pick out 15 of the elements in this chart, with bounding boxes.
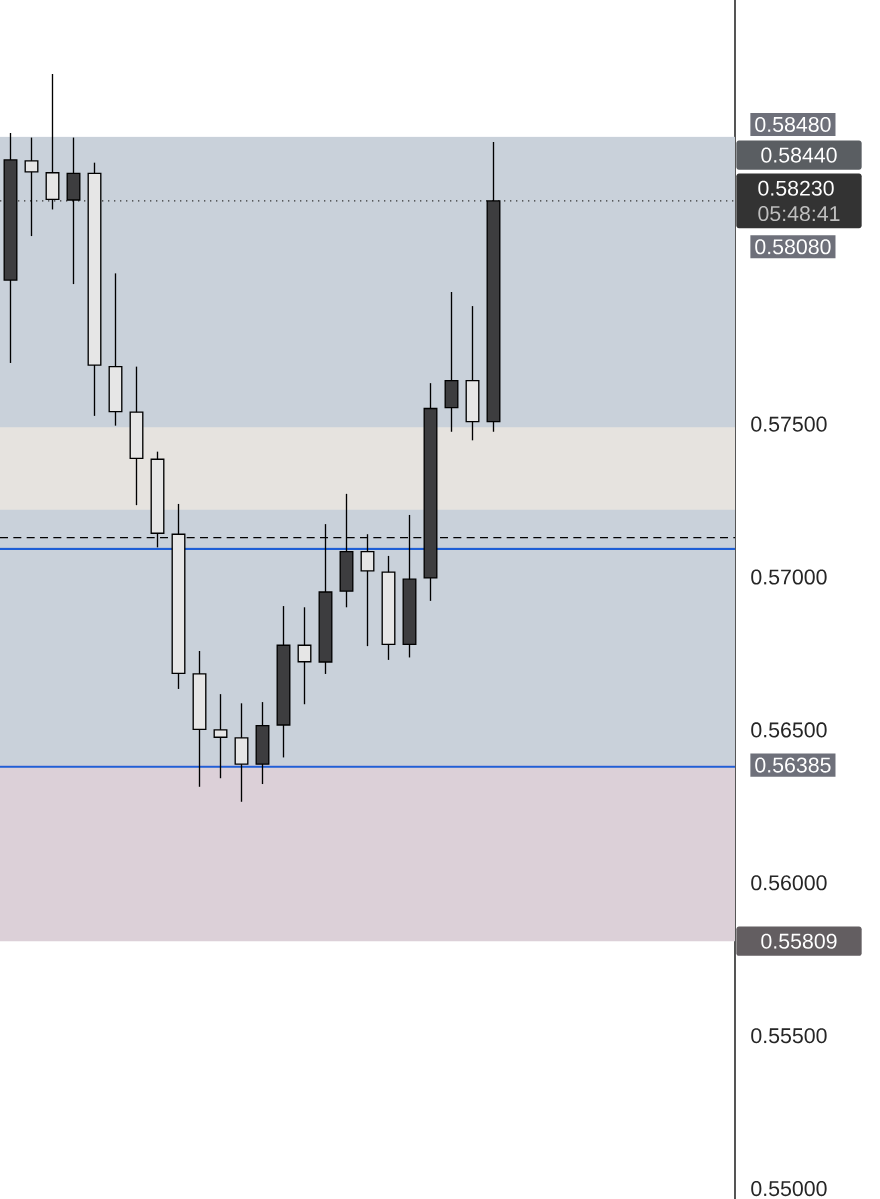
y-tick-label: 0.56000 [751,875,827,891]
y-tick-label: 0.56385 [755,757,831,773]
text: 05:48:41 [758,206,840,222]
candlestick [24,136,39,237]
band-label: 0.58440 [761,147,837,163]
y-tick-label: 0.55000 [751,1181,827,1197]
y-tick-label: 0.55500 [751,1028,827,1044]
y-tick-label: 0.58080 [755,239,831,255]
ref-line-label: 0.58230 [758,180,834,196]
y-tick-label: 0.57000 [751,569,827,585]
candlestick [213,693,228,779]
y-tick-label: 0.56500 [751,722,827,738]
y-tick-label: 0.57500 [751,416,827,432]
y-tick-label: 0.58480 [755,116,831,132]
band-label: 0.55809 [761,933,837,949]
